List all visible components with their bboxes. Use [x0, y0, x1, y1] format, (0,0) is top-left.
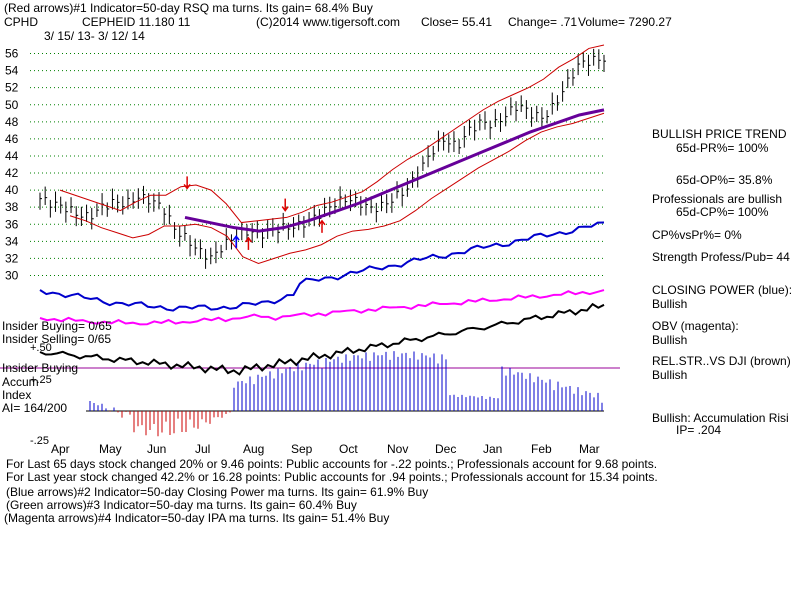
- obv-value: Bullish: [652, 333, 688, 347]
- footer-line2: For Last year stock changed 42.2% or 16.…: [6, 470, 658, 484]
- month-label: Jun: [147, 442, 166, 456]
- month-label: Nov: [387, 442, 408, 456]
- ip-value: IP= .204: [676, 423, 722, 437]
- y-tick-label: 48: [5, 115, 19, 129]
- ai-value: AI= 164/200: [2, 401, 68, 415]
- month-label: Aug: [243, 442, 264, 456]
- strength-value: Strength Profess/Pub= 44: [652, 250, 790, 264]
- header-line1: (Red arrows)#1 Indicator=50-day RSQ ma t…: [4, 1, 373, 15]
- pr-value: 65d-PR%= 100%: [676, 141, 769, 155]
- month-label: Feb: [531, 442, 552, 456]
- ma50-line: [184, 108, 605, 233]
- month-label: May: [99, 442, 122, 456]
- y-tick-label: 38: [5, 200, 19, 214]
- obv-label: OBV (magenta):: [652, 319, 739, 333]
- signal-arrow-head: [183, 183, 191, 190]
- month-label: Oct: [339, 442, 358, 456]
- price-bars: [39, 48, 606, 269]
- accum-status: Bullish: Accumulation Risi: [652, 411, 789, 425]
- ticker: CPHD: [4, 15, 39, 29]
- insider-buying: Insider Buying= 0/65: [2, 319, 112, 333]
- date-range: 3/ 15/ 13- 3/ 12/ 14: [44, 29, 145, 43]
- footer-line1: For Last 65 days stock changed 20% or 9.…: [6, 457, 658, 471]
- closing-power-value: Bullish: [652, 297, 688, 311]
- prof-bullish: Professionals are bullish: [652, 192, 783, 206]
- price-y-ticks: 56 54 52 50 48 46 44 42 40 38 36 34 32 30 +.50 +.25 -.25: [5, 47, 52, 447]
- y-tick-label: 32: [5, 251, 19, 265]
- accum-label: Accum: [2, 375, 39, 389]
- y-tick-label: 36: [5, 217, 19, 231]
- accum-tick-label: +.50: [30, 342, 52, 354]
- signal-arrow-head: [281, 206, 289, 212]
- footer-line5: (Magenta arrows)#4 Indicator=50-day IPA …: [4, 511, 390, 525]
- trend-title: BULLISH PRICE TREND: [652, 127, 787, 141]
- indicator-lines: [39, 44, 605, 376]
- insider-selling: Insider Selling= 0/65: [2, 332, 112, 346]
- volume-value: Volume= 7290.27: [578, 15, 672, 29]
- signal-arrows: [183, 176, 326, 250]
- month-label: Sep: [291, 442, 313, 456]
- closing-power-label: CLOSING POWER (blue):: [652, 283, 793, 297]
- close-value: Close= 55.41: [421, 15, 493, 29]
- month-labels: Apr May Jun Jul Aug Sep Oct Nov Dec Jan Feb Mar: [51, 442, 600, 456]
- y-tick-label: 52: [5, 81, 19, 95]
- cpvspr-value: CP%vsPr%= 0%: [652, 228, 742, 242]
- footer-line3: (Blue arrows)#2 Indicator=50-day Closing…: [6, 485, 429, 499]
- footer-line4: (Green arrows)#3 Indicator=50-day ma tur…: [6, 498, 357, 512]
- company: CEPHEID 11.180 11: [82, 15, 191, 29]
- accum-tick-label: +.25: [30, 374, 52, 386]
- relstr-label: REL.STR..VS DJI (brown): [652, 354, 791, 368]
- obv-line: [39, 289, 605, 326]
- signal-arrow-head: [318, 219, 326, 226]
- relstr-value: Bullish: [652, 368, 688, 382]
- y-tick-label: 34: [5, 234, 19, 248]
- accumulation-histogram: [89, 351, 603, 437]
- relstr-line: [39, 302, 605, 376]
- month-label: Jan: [483, 442, 502, 456]
- accum-tick-label: -.25: [30, 435, 49, 447]
- cp-value: 65d-CP%= 100%: [676, 205, 769, 219]
- month-label: Mar: [579, 442, 600, 456]
- insider-buying-2: Insider Buying: [2, 361, 79, 375]
- closing-power-line: [39, 221, 605, 312]
- signal-arrow-head: [232, 234, 240, 241]
- lower-band-line: [69, 112, 605, 265]
- op-value: 65d-OP%= 35.8%: [676, 173, 773, 187]
- y-tick-label: 30: [5, 268, 19, 282]
- y-tick-label: 44: [5, 149, 19, 163]
- index-label: Index: [2, 388, 32, 402]
- y-tick-label: 50: [5, 98, 19, 112]
- y-tick-label: 42: [5, 166, 19, 180]
- y-tick-label: 40: [5, 183, 19, 197]
- month-label: Apr: [51, 442, 70, 456]
- copyright: (C)2014 www.tigersoft.com: [256, 15, 401, 29]
- y-tick-label: 56: [5, 47, 19, 61]
- y-tick-label: 46: [5, 132, 19, 146]
- upper-band-line: [59, 44, 605, 224]
- y-tick-label: 54: [5, 64, 19, 78]
- signal-arrow-head: [244, 236, 253, 243]
- month-label: Jul: [195, 442, 210, 456]
- change-value: Change= .71: [508, 15, 578, 29]
- month-label: Dec: [435, 442, 456, 456]
